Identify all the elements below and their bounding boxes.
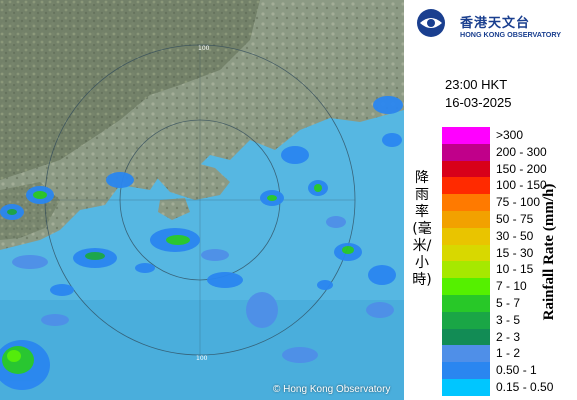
legend-swatch [442,244,490,262]
legend-swatch [442,278,490,295]
observation-date: 16-03-2025 [445,95,512,110]
legend-row: 0.50 - 1 [442,362,577,379]
legend-row: 50 - 75 [442,210,577,228]
legend-swatch [442,328,490,346]
hko-logo: 香港天文台 HONG KONG OBSERVATORY [412,6,577,40]
legend-swatch [442,345,490,363]
legend-row: 10 - 15 [442,261,577,279]
legend-swatch [442,210,490,228]
legend-label: 0.15 - 0.50 [496,379,554,394]
legend-label: 150 - 200 [496,161,547,176]
legend-label: 30 - 50 [496,228,534,243]
legend-swatch [442,143,490,161]
legend-row: 2 - 3 [442,328,577,346]
legend-label: 3 - 5 [496,312,521,327]
hko-logo-icon [417,9,445,37]
legend-label: 200 - 300 [496,144,547,159]
legend-row: 200 - 300 [442,143,577,161]
legend-row: 7 - 10 [442,278,577,295]
legend-label: 50 - 75 [496,211,534,226]
legend-swatch [442,160,490,178]
legend-label: 15 - 30 [496,245,534,260]
legend-row: 1 - 2 [442,345,577,363]
legend-label: 1 - 2 [496,346,521,361]
radar-map-canvas: 100 100 [0,0,404,400]
legend-row: 30 - 50 [442,227,577,245]
legend-swatch [442,378,490,396]
legend-label: >300 [496,128,524,142]
legend-row: 150 - 200 [442,160,577,178]
legend-title-chinese: 降雨率(毫米/小時) [412,170,432,288]
legend-label: 5 - 7 [496,295,521,310]
legend-swatch [442,294,490,312]
copyright-text: © Hong Kong Observatory [273,384,391,395]
range-label-top: 100 [198,45,210,52]
legend-row: 5 - 7 [442,294,577,312]
legend-title-english-text: Rainfall Rate (mm/h) [541,183,557,321]
legend-swatch [442,362,490,379]
logo-chinese-text: 香港天文台 [460,16,531,31]
legend-label: 7 - 10 [496,279,527,294]
radar-map: 100 100 © Hong Kong Observatory [0,0,404,400]
legend-swatch [442,127,490,144]
legend-label: 75 - 100 [496,195,541,210]
legend-label: 100 - 150 [496,178,547,193]
range-label-bottom: 100 [196,355,208,362]
legend-label: 0.50 - 1 [496,363,537,378]
rainfall-legend: >300 200 - 300 150 - 200 100 - 150 75 - 100 5… [442,127,577,396]
legend-row: >300 [442,127,577,144]
observation-time: 23:00 HKT [445,77,508,92]
legend-swatch [442,261,490,279]
legend-row: 100 - 150 [442,177,577,195]
legend-panel: 香港天文台 HONG KONG OBSERVATORY 23:00 HKT 16… [404,0,577,400]
legend-swatch [442,311,490,329]
legend-row: 3 - 5 [442,311,577,329]
legend-swatch [442,177,490,195]
legend-row: 15 - 30 [442,244,577,262]
legend-swatch [442,194,490,211]
legend-row: 0.15 - 0.50 [442,378,577,396]
legend-row: 75 - 100 [442,194,577,211]
legend-label: 2 - 3 [496,329,521,344]
legend-label: 10 - 15 [496,262,534,277]
legend-swatch [442,227,490,245]
logo-english-text: HONG KONG OBSERVATORY [460,30,562,39]
